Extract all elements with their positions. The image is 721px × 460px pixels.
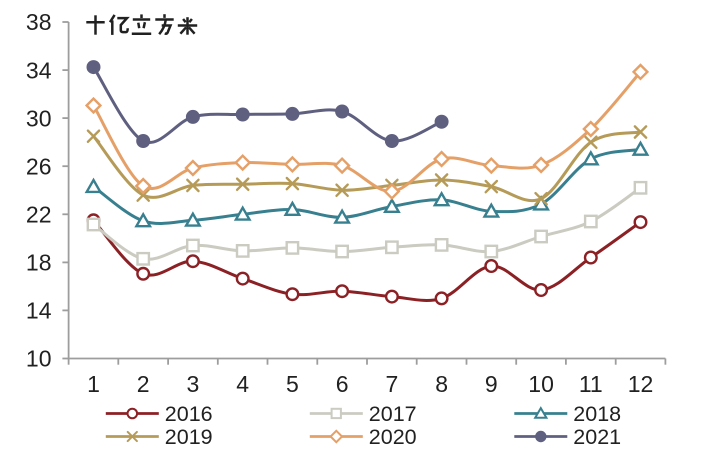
svg-text:2016: 2016 xyxy=(165,402,213,426)
svg-text:4: 4 xyxy=(236,371,249,397)
svg-text:26: 26 xyxy=(26,153,52,179)
svg-text:18: 18 xyxy=(26,250,52,276)
svg-text:2019: 2019 xyxy=(165,425,213,449)
svg-text:12: 12 xyxy=(628,371,654,397)
svg-text:10: 10 xyxy=(26,346,52,372)
svg-text:8: 8 xyxy=(435,371,448,397)
svg-text:6: 6 xyxy=(336,371,349,397)
svg-text:10: 10 xyxy=(528,371,554,397)
svg-text:9: 9 xyxy=(485,371,498,397)
svg-text:2021: 2021 xyxy=(573,425,621,449)
svg-text:3: 3 xyxy=(187,371,200,397)
svg-text:34: 34 xyxy=(26,57,52,83)
svg-text:11: 11 xyxy=(579,371,603,397)
svg-text:30: 30 xyxy=(26,105,52,131)
svg-text:2018: 2018 xyxy=(573,402,621,426)
svg-text:1: 1 xyxy=(87,371,100,397)
svg-text:2017: 2017 xyxy=(369,402,417,426)
svg-text:2: 2 xyxy=(137,371,150,397)
svg-text:14: 14 xyxy=(26,298,52,324)
svg-text:7: 7 xyxy=(386,371,399,397)
svg-text:5: 5 xyxy=(286,371,299,397)
svg-text:38: 38 xyxy=(26,9,52,35)
svg-text:2020: 2020 xyxy=(369,425,417,449)
svg-text:22: 22 xyxy=(26,202,52,228)
